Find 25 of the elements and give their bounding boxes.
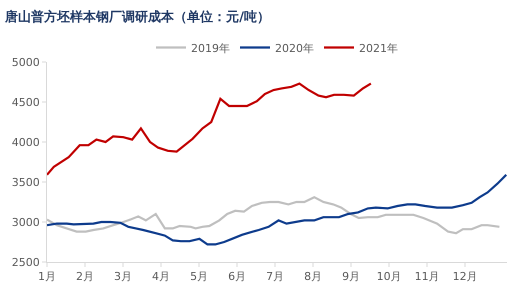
legend-label: 2019年 xyxy=(191,42,230,55)
x-tick-label: 9月 xyxy=(342,270,360,284)
x-tick-label: 1月 xyxy=(38,270,56,284)
line-series xyxy=(47,82,372,176)
y-tick-label: 5000 xyxy=(12,56,40,69)
x-tick-label: 8月 xyxy=(304,270,322,284)
x-tick-label: 6月 xyxy=(228,270,246,284)
y-tick-label: 4500 xyxy=(12,96,40,109)
legend-label: 2020年 xyxy=(275,42,314,55)
x-tick-label: 11月 xyxy=(414,270,440,284)
x-tick-label: 12月 xyxy=(452,270,478,284)
legend-label: 2021年 xyxy=(359,42,398,55)
x-tick-label: 2月 xyxy=(76,270,94,284)
y-tick-label: 2500 xyxy=(12,256,40,269)
y-tick-label: 3000 xyxy=(12,216,40,229)
y-tick-label: 3500 xyxy=(12,176,40,189)
line-series xyxy=(47,174,507,246)
x-tick-label: 10月 xyxy=(376,270,402,284)
x-tick-label: 3月 xyxy=(114,270,132,284)
x-tick-label: 7月 xyxy=(266,270,284,284)
line-series xyxy=(47,196,500,234)
x-tick-label: 4月 xyxy=(152,270,170,284)
x-tick-label: 5月 xyxy=(190,270,208,284)
chart-title: 唐山普方坯样本钢厂调研成本（单位：元/吨） xyxy=(4,8,270,25)
y-tick-label: 4000 xyxy=(12,136,40,149)
